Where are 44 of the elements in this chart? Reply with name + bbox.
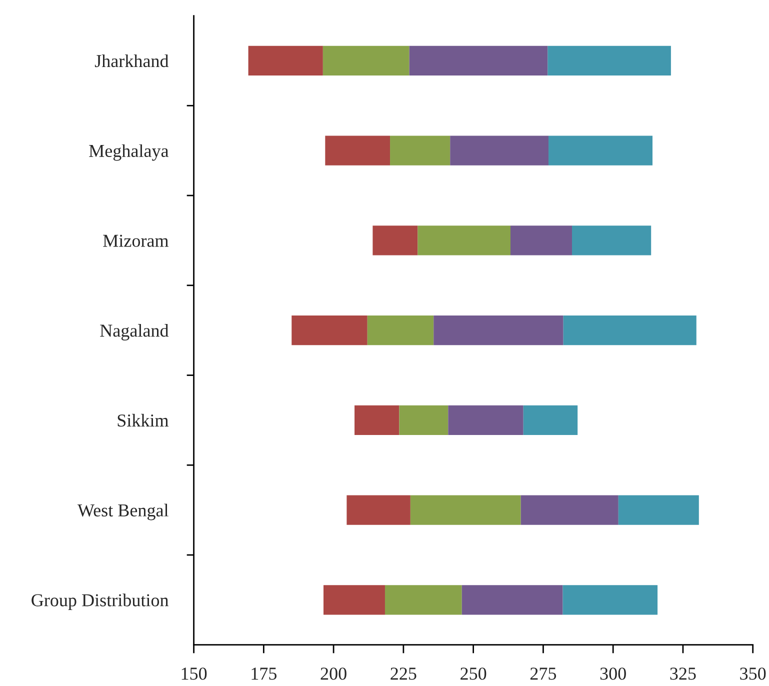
bar (322, 46, 410, 76)
x-tick-label: 250 (460, 668, 486, 680)
y-tick-label: Meghalaya (89, 144, 169, 161)
bar (323, 585, 385, 615)
bar (248, 46, 323, 76)
bar (563, 315, 696, 346)
y-tick-label: Jharkhand (94, 54, 169, 68)
bar (354, 405, 400, 436)
bar (409, 46, 548, 76)
x-tick-label: 300 (600, 668, 626, 680)
y-tick-label: Group Distribution (32, 594, 169, 610)
bar (346, 495, 410, 525)
x-tick-label: 350 (740, 668, 766, 680)
bar (418, 226, 510, 256)
x-tick-label: 175 (252, 668, 277, 680)
y-tick-label: Nagaland (100, 324, 169, 340)
x-tick-label: 325 (670, 668, 696, 680)
x-tick-label: 150 (182, 668, 207, 680)
bar (562, 585, 658, 615)
bar (384, 585, 462, 615)
bar (367, 315, 434, 346)
y-tick-label: Sikkim (118, 414, 169, 427)
bar (372, 226, 418, 256)
bar (450, 136, 549, 166)
x-tick-label: 200 (320, 668, 346, 680)
bar (325, 136, 390, 166)
bar (510, 226, 572, 256)
bar (572, 226, 652, 256)
x-tick-label: 225 (390, 668, 416, 680)
bar (520, 495, 618, 525)
bar (523, 405, 578, 436)
bar (548, 136, 652, 166)
bar (448, 405, 524, 436)
bar (390, 136, 450, 166)
bar (292, 315, 368, 346)
bar (410, 495, 521, 525)
y-tick-label: Mizoram (103, 234, 169, 247)
x-tick-label: 275 (530, 668, 556, 680)
bar (548, 46, 671, 76)
y-tick-label: West Bengal (77, 504, 168, 520)
bar (618, 495, 699, 525)
bar (399, 405, 448, 436)
bar (462, 585, 563, 615)
bar (434, 315, 564, 346)
